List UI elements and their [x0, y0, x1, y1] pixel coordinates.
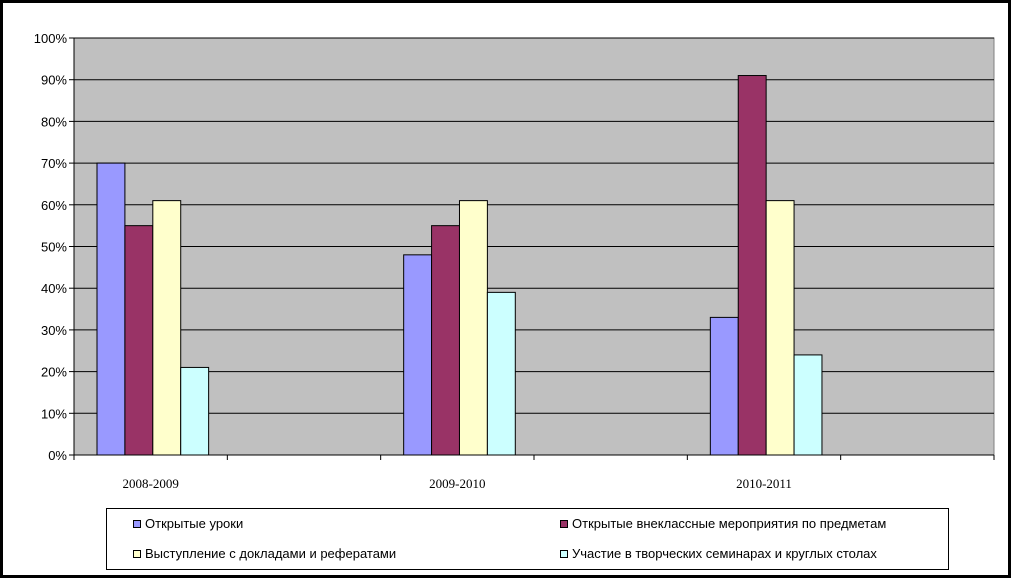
x-category-label: 2009-2010: [429, 476, 485, 491]
y-tick-label: 60%: [41, 198, 67, 213]
y-tick-label: 70%: [41, 156, 67, 171]
y-tick-label: 40%: [41, 281, 67, 296]
y-tick-label: 50%: [41, 240, 67, 255]
bar: [180, 366, 210, 456]
legend-label: Участие в творческих семинарах и круглых…: [572, 546, 877, 561]
bars: [96, 75, 823, 456]
x-category-label: 2008-2009: [122, 476, 178, 491]
bar: [709, 316, 739, 456]
bar: [765, 200, 795, 456]
bar: [152, 200, 182, 456]
bar: [403, 254, 433, 456]
legend-label: Открытые внеклассные мероприятия по пред…: [572, 516, 887, 531]
legend-swatch: [133, 549, 141, 558]
bar: [458, 200, 488, 456]
y-tick-label: 100%: [34, 31, 68, 46]
y-tick-label: 90%: [41, 73, 67, 88]
bar: [486, 291, 516, 456]
x-category-label: 2010-2011: [736, 476, 792, 491]
legend-item: Открытые уроки: [133, 516, 243, 531]
bar: [793, 354, 823, 456]
legend-item: Открытые внеклассные мероприятия по пред…: [560, 516, 886, 531]
axes: [69, 37, 995, 460]
legend-item: Выступление с докладами и рефератами: [133, 546, 396, 561]
legend-label: Открытые уроки: [145, 516, 244, 531]
chart: 0% 10% 20% 30% 40% 50% 60% 70% 80% 90% 100% 2008-2…: [34, 31, 995, 491]
legend-swatch: [133, 519, 141, 528]
y-tick-label: 80%: [41, 114, 67, 129]
bar: [96, 162, 126, 456]
legend-swatch: [560, 549, 568, 558]
y-tick-label: 30%: [41, 323, 67, 338]
y-tick-label: 10%: [41, 406, 67, 421]
bar: [124, 225, 154, 456]
y-tick-label: 0%: [48, 448, 67, 463]
x-category-labels: 2008-2009 2009-2010 2010-2011: [122, 476, 791, 491]
bar: [737, 75, 767, 456]
bar: [431, 225, 460, 456]
y-tick-labels: 0% 10% 20% 30% 40% 50% 60% 70% 80% 90% 100%: [34, 31, 68, 463]
y-tick-label: 20%: [41, 365, 67, 380]
legend: Открытые уроки Открытые внеклассные меро…: [106, 508, 949, 570]
gridlines: [74, 37, 994, 414]
legend-swatch: [560, 519, 568, 528]
legend-item: Участие в творческих семинарах и круглых…: [560, 546, 877, 561]
legend-label: Выступление с докладами и рефератами: [145, 546, 397, 561]
